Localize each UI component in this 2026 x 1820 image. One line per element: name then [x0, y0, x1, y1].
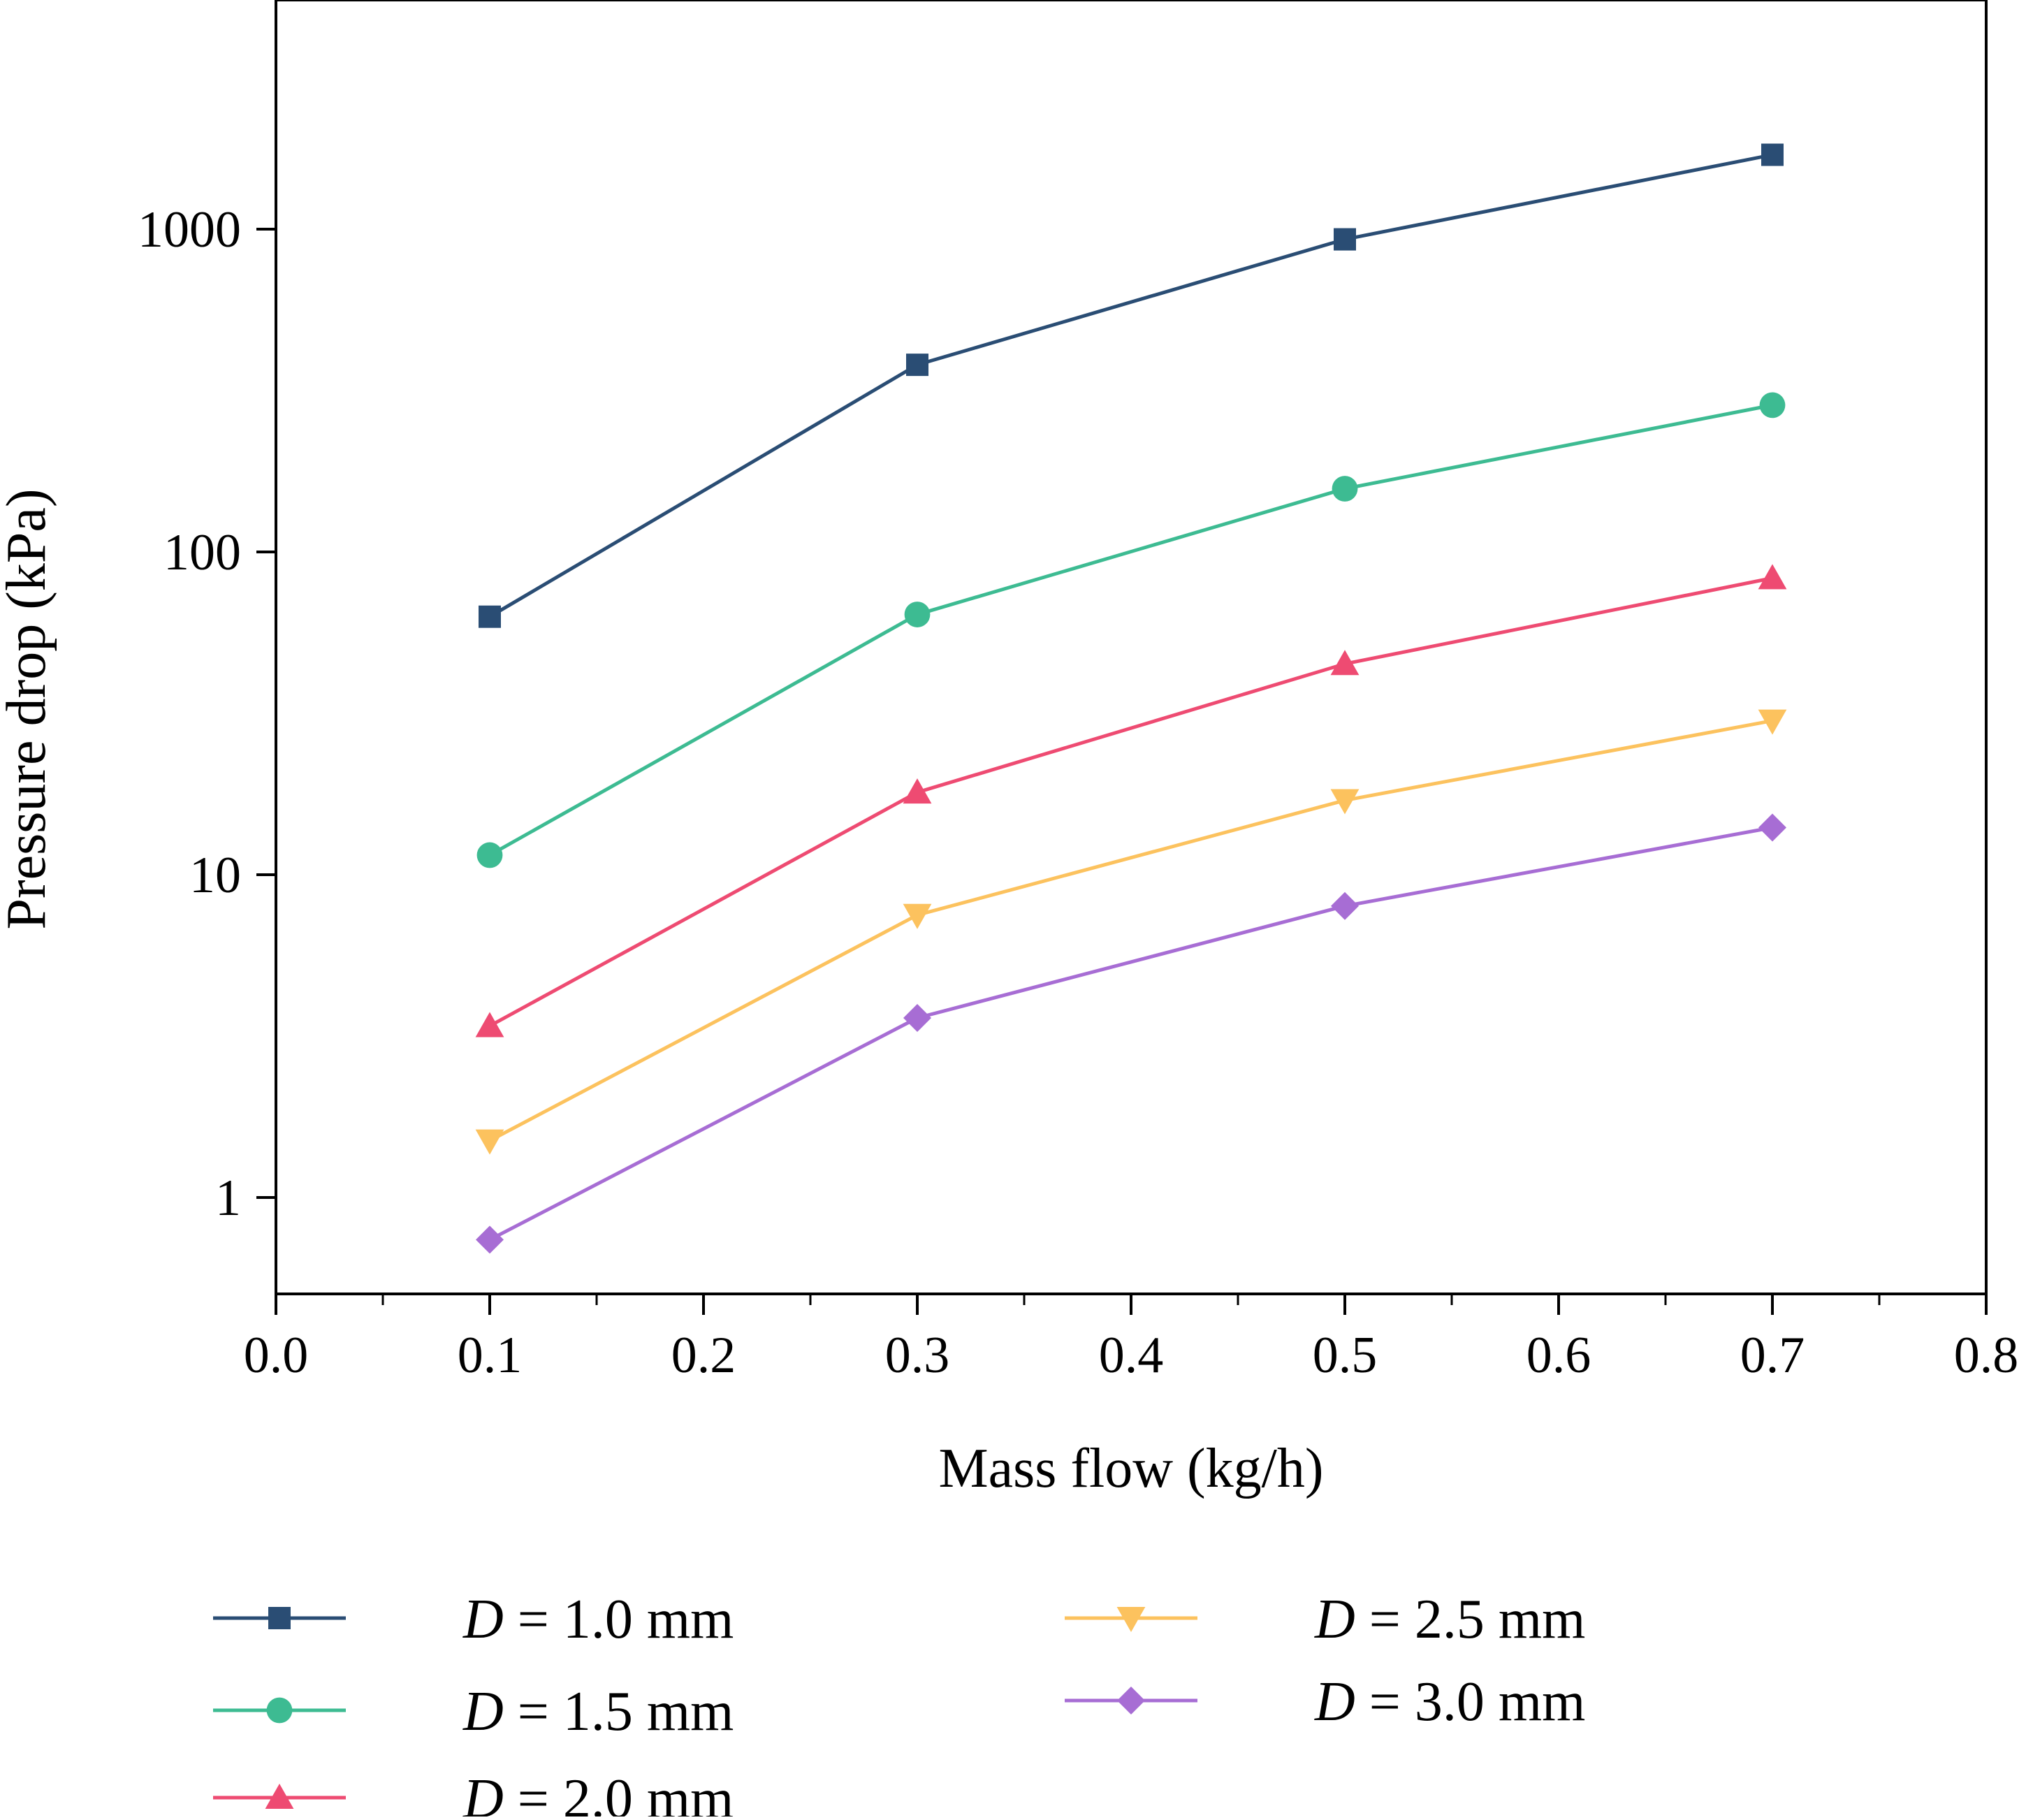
series	[479, 143, 1784, 628]
legend-label: D = 1.5 mm	[462, 1681, 734, 1742]
plot-frame	[275, 0, 1988, 1295]
data-marker-square	[268, 1607, 291, 1629]
data-marker-triangle-up	[1758, 564, 1787, 590]
legend-label: D = 3.0 mm	[1314, 1671, 1585, 1733]
data-marker-triangle-up	[475, 1012, 504, 1038]
legend-label-value: = 2.0 mm	[504, 1768, 734, 1817]
data-marker-triangle-down	[1116, 1607, 1146, 1632]
x-tick-label: 0.1	[458, 1327, 523, 1384]
y-axis: 1 10 100 1000	[138, 201, 276, 1227]
y-tick-label: 1	[215, 1170, 241, 1227]
legend-label: D = 2.5 mm	[1314, 1589, 1585, 1650]
series-line	[488, 403, 1773, 857]
x-tick-label: 0.2	[671, 1327, 736, 1384]
x-axis: 0.0 0.1 0.2 0.3 0.4 0.5 0.6 0.7 0.8	[244, 1294, 2019, 1384]
legend-label: D = 1.0 mm	[462, 1589, 734, 1650]
legend-label-value: = 1.0 mm	[504, 1589, 734, 1650]
legend-label-variable: D	[462, 1768, 504, 1817]
data-marker-square	[1334, 228, 1356, 251]
data-marker-square	[1761, 143, 1784, 166]
legend-label-value: = 2.5 mm	[1355, 1589, 1586, 1650]
data-marker-triangle-up	[903, 778, 932, 804]
series-line	[488, 153, 1773, 618]
data-marker-circle	[904, 602, 931, 627]
y-tick-label: 10	[189, 847, 241, 904]
series	[475, 709, 1787, 1155]
y-tick-label: 100	[163, 524, 241, 581]
series	[476, 392, 1786, 868]
data-marker-circle	[266, 1697, 293, 1724]
legend-label-variable: D	[462, 1589, 504, 1650]
data-marker-diamond	[476, 1225, 504, 1254]
series-line	[488, 826, 1773, 1242]
x-tick-label: 0.3	[885, 1327, 950, 1384]
data-marker-square	[479, 605, 501, 628]
y-tick-label: 1000	[138, 201, 241, 259]
series-line	[488, 719, 1773, 1142]
legend-label-value: = 1.5 mm	[504, 1681, 734, 1742]
data-marker-circle	[1759, 392, 1786, 418]
data-marker-triangle-up	[265, 1784, 294, 1809]
x-tick-label: 0.5	[1313, 1327, 1378, 1384]
legend-item: D = 1.0 mm	[213, 1589, 734, 1650]
data-marker-triangle-up	[1330, 650, 1360, 676]
data-marker-triangle-down	[903, 903, 932, 929]
x-tick-label: 0.7	[1740, 1327, 1805, 1384]
legend-item: D = 1.5 mm	[213, 1681, 734, 1742]
legend-label-value: = 3.0 mm	[1355, 1671, 1586, 1733]
series-line	[488, 576, 1773, 1028]
data-marker-triangle-down	[475, 1129, 504, 1155]
x-tick-label: 0.6	[1526, 1327, 1591, 1384]
y-axis-title: Pressure drop (kPa)	[0, 489, 57, 930]
series-layer	[475, 143, 1787, 1254]
x-tick-label: 0.4	[1099, 1327, 1164, 1384]
data-marker-circle	[476, 842, 503, 868]
legend: D = 1.0 mmD = 1.5 mmD = 2.0 mmD = 2.5 mm…	[213, 1589, 1585, 1820]
series	[476, 813, 1786, 1254]
data-marker-triangle-down	[1758, 709, 1787, 735]
data-marker-square	[906, 354, 928, 377]
x-axis-title: Mass flow (kg/h)	[938, 1438, 1323, 1499]
data-marker-circle	[1332, 476, 1358, 502]
series	[475, 564, 1787, 1038]
data-marker-diamond	[903, 1003, 931, 1032]
x-tick-label: 0.0	[244, 1327, 309, 1384]
legend-label-variable: D	[462, 1681, 504, 1742]
data-marker-triangle-down	[1330, 789, 1360, 815]
legend-item: D = 2.0 mm	[213, 1768, 734, 1820]
legend-item: D = 2.5 mm	[1065, 1589, 1585, 1650]
data-marker-diamond	[1331, 891, 1359, 920]
legend-label-variable: D	[1314, 1671, 1355, 1733]
x-tick-label: 0.8	[1954, 1327, 2019, 1384]
data-marker-diamond	[1758, 813, 1786, 842]
legend-label-variable: D	[1314, 1589, 1355, 1650]
data-marker-diamond	[1117, 1687, 1145, 1715]
legend-item: D = 3.0 mm	[1065, 1671, 1585, 1733]
legend-label: D = 2.0 mm	[462, 1768, 734, 1817]
